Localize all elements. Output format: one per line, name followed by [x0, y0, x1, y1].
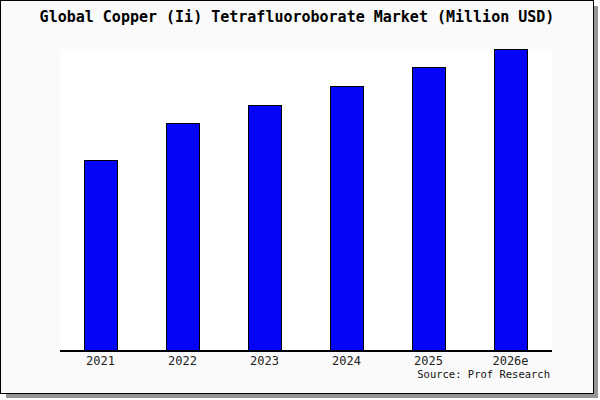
- bar-2024: [330, 86, 364, 350]
- x-tick-label-2026e: 2026e: [470, 354, 552, 368]
- bar-2022: [166, 123, 200, 349]
- x-tick-label-2024: 2024: [306, 354, 388, 368]
- source-credit: Source: Prof Research: [417, 368, 550, 381]
- bar-2026e: [494, 49, 528, 350]
- bar-slot-2022: [142, 49, 224, 350]
- chart-title: Global Copper (Ii) Tetrafluoroborate Mar…: [1, 8, 593, 26]
- x-tick-label-2025: 2025: [388, 354, 470, 368]
- bar-slot-2025: [388, 49, 470, 350]
- bar-2021: [84, 160, 118, 349]
- chart-card: Global Copper (Ii) Tetrafluoroborate Mar…: [0, 0, 594, 394]
- plot-area: [60, 49, 552, 352]
- x-tick-label-2021: 2021: [60, 354, 142, 368]
- bar-slot-2023: [224, 49, 306, 350]
- bar-slot-2026e: [470, 49, 552, 350]
- bars-container: [60, 49, 552, 350]
- bar-2025: [412, 67, 446, 349]
- bar-2023: [248, 105, 282, 350]
- x-tick-label-2023: 2023: [224, 354, 306, 368]
- bar-slot-2024: [306, 49, 388, 350]
- bar-slot-2021: [60, 49, 142, 350]
- x-axis-labels: 202120222023202420252026e: [60, 354, 552, 368]
- x-tick-label-2022: 2022: [142, 354, 224, 368]
